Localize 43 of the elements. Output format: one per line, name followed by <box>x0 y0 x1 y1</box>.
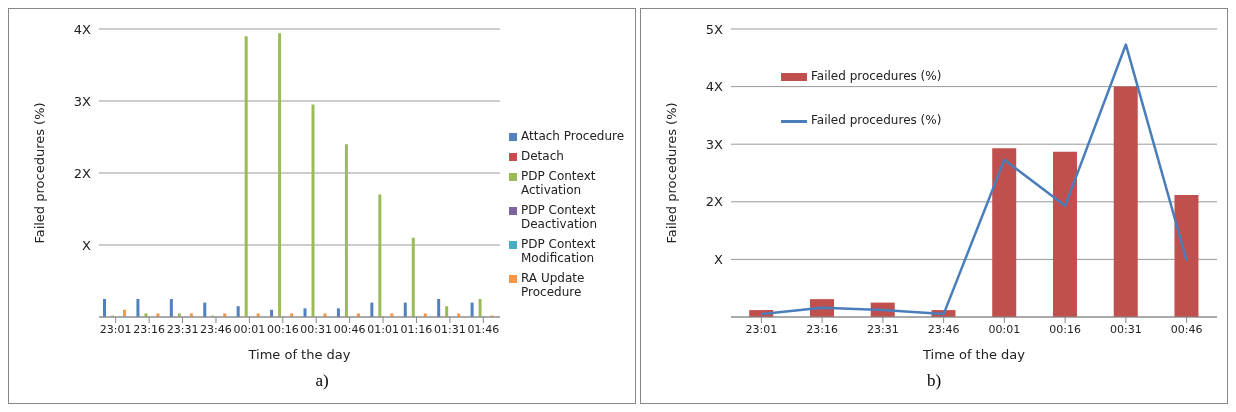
y-tick-label: 4X <box>705 79 724 95</box>
legend-label: Failed procedures (%) <box>811 113 942 127</box>
x-tick-label: 01:46 <box>467 322 500 336</box>
x-tick-label: 23:16 <box>806 322 838 336</box>
y-tick-label: 4X <box>73 21 92 37</box>
legend-label: Attach Procedure <box>521 129 625 143</box>
x-tick-label: 23:46 <box>200 322 232 336</box>
legend-label: Detach <box>521 149 564 163</box>
y-tick-label: 5X <box>705 21 724 37</box>
x-tick-label: 23:16 <box>133 322 165 336</box>
y-tick-label: 3X <box>73 93 92 109</box>
x-tick-label: 00:16 <box>266 322 299 336</box>
text: a) <box>315 371 329 390</box>
x-tick-label: 23:31 <box>867 322 899 336</box>
x-tick-label: 00:16 <box>1049 322 1081 336</box>
x-tick-label: 23:46 <box>927 322 960 336</box>
y-tick-label: X <box>714 252 724 268</box>
legend-label: PDP Context Deactivation <box>521 203 599 231</box>
x-tick-label: 23:01 <box>745 322 778 336</box>
x-tick-label: 00:46 <box>1170 322 1203 336</box>
legend-label: Failed procedures (%) <box>811 69 942 83</box>
y-axis-title: Failed procedures (%) <box>663 102 679 244</box>
y-tick-label: 3X <box>705 136 724 152</box>
x-axis-title: Time of the day <box>247 347 351 362</box>
x-tick-label: 00:46 <box>333 322 366 336</box>
y-tick-label: 2X <box>73 165 92 181</box>
y-tick-label: 2X <box>705 194 724 210</box>
y-axis-title: Failed procedures (%) <box>31 102 47 244</box>
y-tick-label: X <box>82 237 92 253</box>
x-tick-label: 01:31 <box>434 322 466 336</box>
legend-label: PDP Context Activation <box>521 169 597 197</box>
x-tick-label: 23:01 <box>99 322 132 336</box>
x-tick-label: 00:31 <box>300 322 333 336</box>
x-axis-title: Time of the day <box>922 347 1026 362</box>
legend-label: PDP Context Modification <box>521 237 597 265</box>
text: b) <box>926 371 942 390</box>
x-tick-label: 01:01 <box>367 322 399 336</box>
x-tick-label: 00:01 <box>233 322 266 336</box>
x-tick-label: 23:31 <box>166 322 199 336</box>
x-tick-label: 00:01 <box>988 322 1021 336</box>
x-tick-label: 01:16 <box>400 322 433 336</box>
legend-label: RA Update Procedure <box>521 271 586 299</box>
x-tick-label: 00:31 <box>1110 322 1142 336</box>
